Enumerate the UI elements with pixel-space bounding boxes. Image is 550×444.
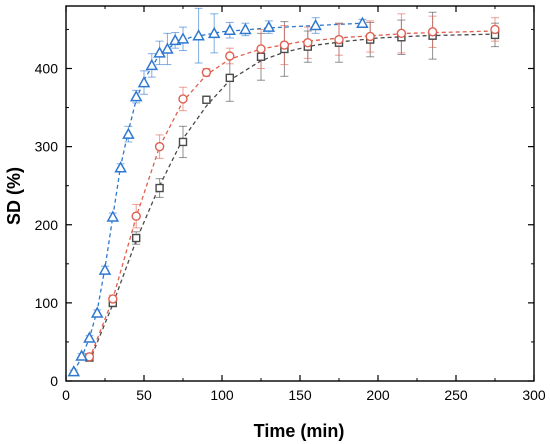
data-point-circle	[427, 27, 438, 37]
x-tick-label: 250	[444, 387, 468, 403]
data-point-circle	[303, 38, 313, 48]
data-point-triangle	[309, 18, 322, 31]
data-point-triangle	[239, 22, 252, 35]
plot-frame	[65, 5, 535, 382]
data-point-circle	[396, 28, 407, 39]
x-tick-label: 150	[288, 387, 312, 403]
y-tick-label: 200	[35, 217, 59, 233]
data-point-circle	[178, 94, 188, 104]
data-point-square	[178, 137, 188, 147]
data-point-circle	[490, 24, 500, 35]
data-point-square	[256, 52, 266, 61]
data-point-triangle	[145, 58, 159, 71]
x-axis-label: Time (min)	[254, 421, 345, 441]
x-tick-label: 100	[210, 387, 234, 403]
axes-layer: 0 50 100 150 200 250 300 0 100 200 300 400	[35, 5, 546, 403]
data-point-triangle	[161, 42, 174, 54]
data-point-triangle	[192, 29, 205, 41]
data-point-triangle	[67, 365, 81, 377]
data-point-circle	[108, 294, 118, 304]
fit-line-triangle	[73, 22, 363, 372]
data-point-circle	[279, 40, 290, 50]
data-point-triangle	[129, 90, 143, 102]
data-point-circle	[201, 67, 212, 78]
markers-layer	[67, 16, 500, 377]
data-point-square	[225, 73, 235, 83]
data-point-circle	[334, 34, 344, 45]
data-point-square	[131, 233, 141, 243]
data-point-circle	[225, 51, 235, 61]
data-point-triangle	[137, 76, 151, 88]
data-point-triangle	[83, 331, 96, 343]
data-point-triangle	[75, 349, 88, 361]
data-point-triangle	[114, 161, 127, 173]
data-point-square	[202, 95, 211, 104]
data-point-circle	[365, 31, 375, 42]
fit-line-circle	[88, 30, 496, 360]
y-axis-label: SD (%)	[4, 167, 24, 225]
data-point-triangle	[207, 26, 221, 39]
data-point-triangle	[176, 32, 190, 44]
data-point-triangle	[98, 263, 112, 275]
y-tick-label: 100	[35, 295, 59, 311]
data-point-triangle	[122, 127, 135, 139]
error-bars-layer	[69, 7, 499, 374]
y-tick-label: 300	[35, 139, 59, 155]
x-tick-label: 200	[366, 387, 390, 403]
y-tick-label: 0	[50, 373, 58, 389]
data-point-circle	[131, 211, 141, 221]
data-point-circle	[256, 44, 266, 54]
data-point-triangle	[262, 20, 276, 32]
data-point-triangle	[90, 306, 104, 318]
fit-line-square	[88, 33, 496, 362]
x-tick-label: 0	[62, 387, 70, 403]
data-point-square	[155, 183, 164, 193]
data-point-triangle	[356, 16, 369, 28]
y-tick-label: 400	[35, 61, 59, 77]
x-tick-label: 300	[522, 387, 546, 403]
data-point-triangle	[106, 210, 120, 222]
data-point-triangle	[223, 23, 237, 35]
data-point-circle	[154, 141, 165, 152]
x-tick-label: 50	[136, 387, 152, 403]
